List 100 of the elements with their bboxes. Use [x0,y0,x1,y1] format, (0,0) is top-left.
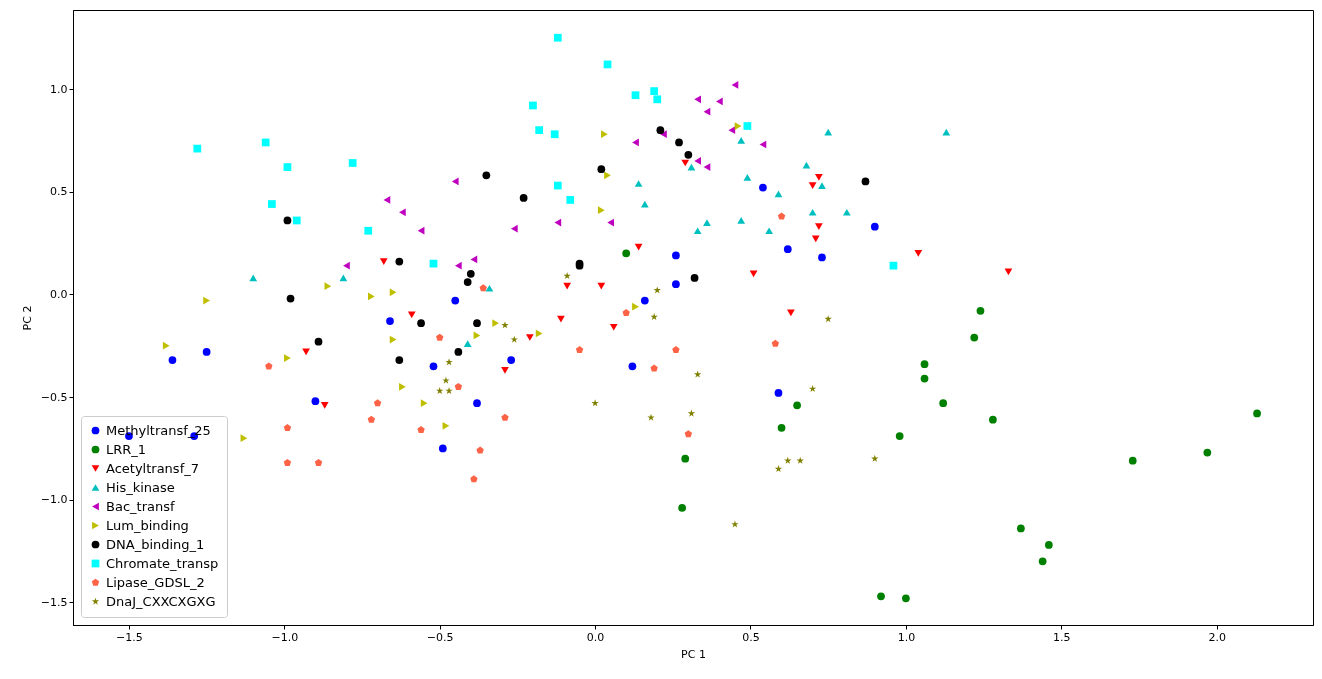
point [476,446,484,454]
point [660,130,667,139]
point [529,101,537,110]
point [939,399,948,408]
point [268,200,276,208]
point [759,140,767,149]
point [389,335,397,344]
point [320,401,329,409]
point [492,319,500,328]
point [395,257,404,266]
point [311,397,320,406]
point [653,286,661,294]
point [399,382,406,391]
point [454,382,463,390]
point [622,249,631,258]
point [808,182,817,189]
point [265,362,273,370]
point [765,227,774,235]
point [286,294,295,303]
point [510,335,518,343]
point [563,282,572,290]
point [454,348,463,356]
point [824,128,833,136]
point [451,177,459,186]
point [575,345,584,353]
point [777,212,786,220]
point [479,284,487,292]
point [902,594,910,603]
point [314,458,323,466]
point [597,282,606,290]
point [507,356,516,364]
point [694,95,702,104]
point [510,224,518,233]
point [870,222,879,231]
point [871,454,879,462]
point [889,261,898,270]
x-tick-label: 2.0 [1208,630,1226,644]
point [774,190,783,198]
point [1004,268,1013,276]
point [970,333,979,342]
point [777,424,786,432]
point [728,126,736,134]
point [202,348,211,356]
point [383,196,391,204]
point [687,409,696,417]
point [525,334,534,341]
x-tick-label: 0.0 [586,630,605,644]
point [877,592,885,601]
point [604,171,611,180]
point [429,362,438,371]
point [442,376,450,384]
point [451,296,460,305]
y-tick-label: −1.0 [40,493,68,507]
point [563,272,571,280]
point [895,432,904,440]
point [501,367,509,374]
point [914,249,923,257]
point [1203,448,1212,457]
legend-label: Acetyltransf_7 [106,460,199,476]
x-tick-label: −1.5 [116,630,143,644]
point [445,358,453,366]
point [647,413,655,421]
point [861,177,870,186]
point [693,227,702,235]
point [283,163,292,171]
point [672,280,680,288]
point [324,282,332,291]
point [743,122,752,130]
point [597,206,605,215]
point [716,97,723,106]
point [774,389,783,397]
point [632,138,639,147]
x-tick-label: 0.5 [742,630,760,644]
point [550,130,559,139]
point [591,399,599,407]
point [367,292,375,301]
y-axis-title: PC 2 [20,305,34,331]
point [463,340,472,348]
point [284,354,291,362]
point [420,399,428,408]
point [417,426,425,434]
point [976,306,985,315]
point [162,341,170,350]
point [675,138,683,147]
point [640,296,649,305]
point [634,180,643,187]
point [1128,456,1137,465]
point [607,218,614,227]
point [399,208,406,217]
point [168,356,177,364]
x-tick-label: 1.5 [1053,630,1071,644]
point [808,208,817,216]
point [622,309,630,317]
x-axis-title: PC 1 [681,647,706,661]
x-tick-label: −0.5 [426,630,454,644]
legend-label: Bac_transf [106,498,175,514]
point [842,208,851,216]
point [348,159,357,167]
point [989,415,997,424]
point [417,319,425,328]
